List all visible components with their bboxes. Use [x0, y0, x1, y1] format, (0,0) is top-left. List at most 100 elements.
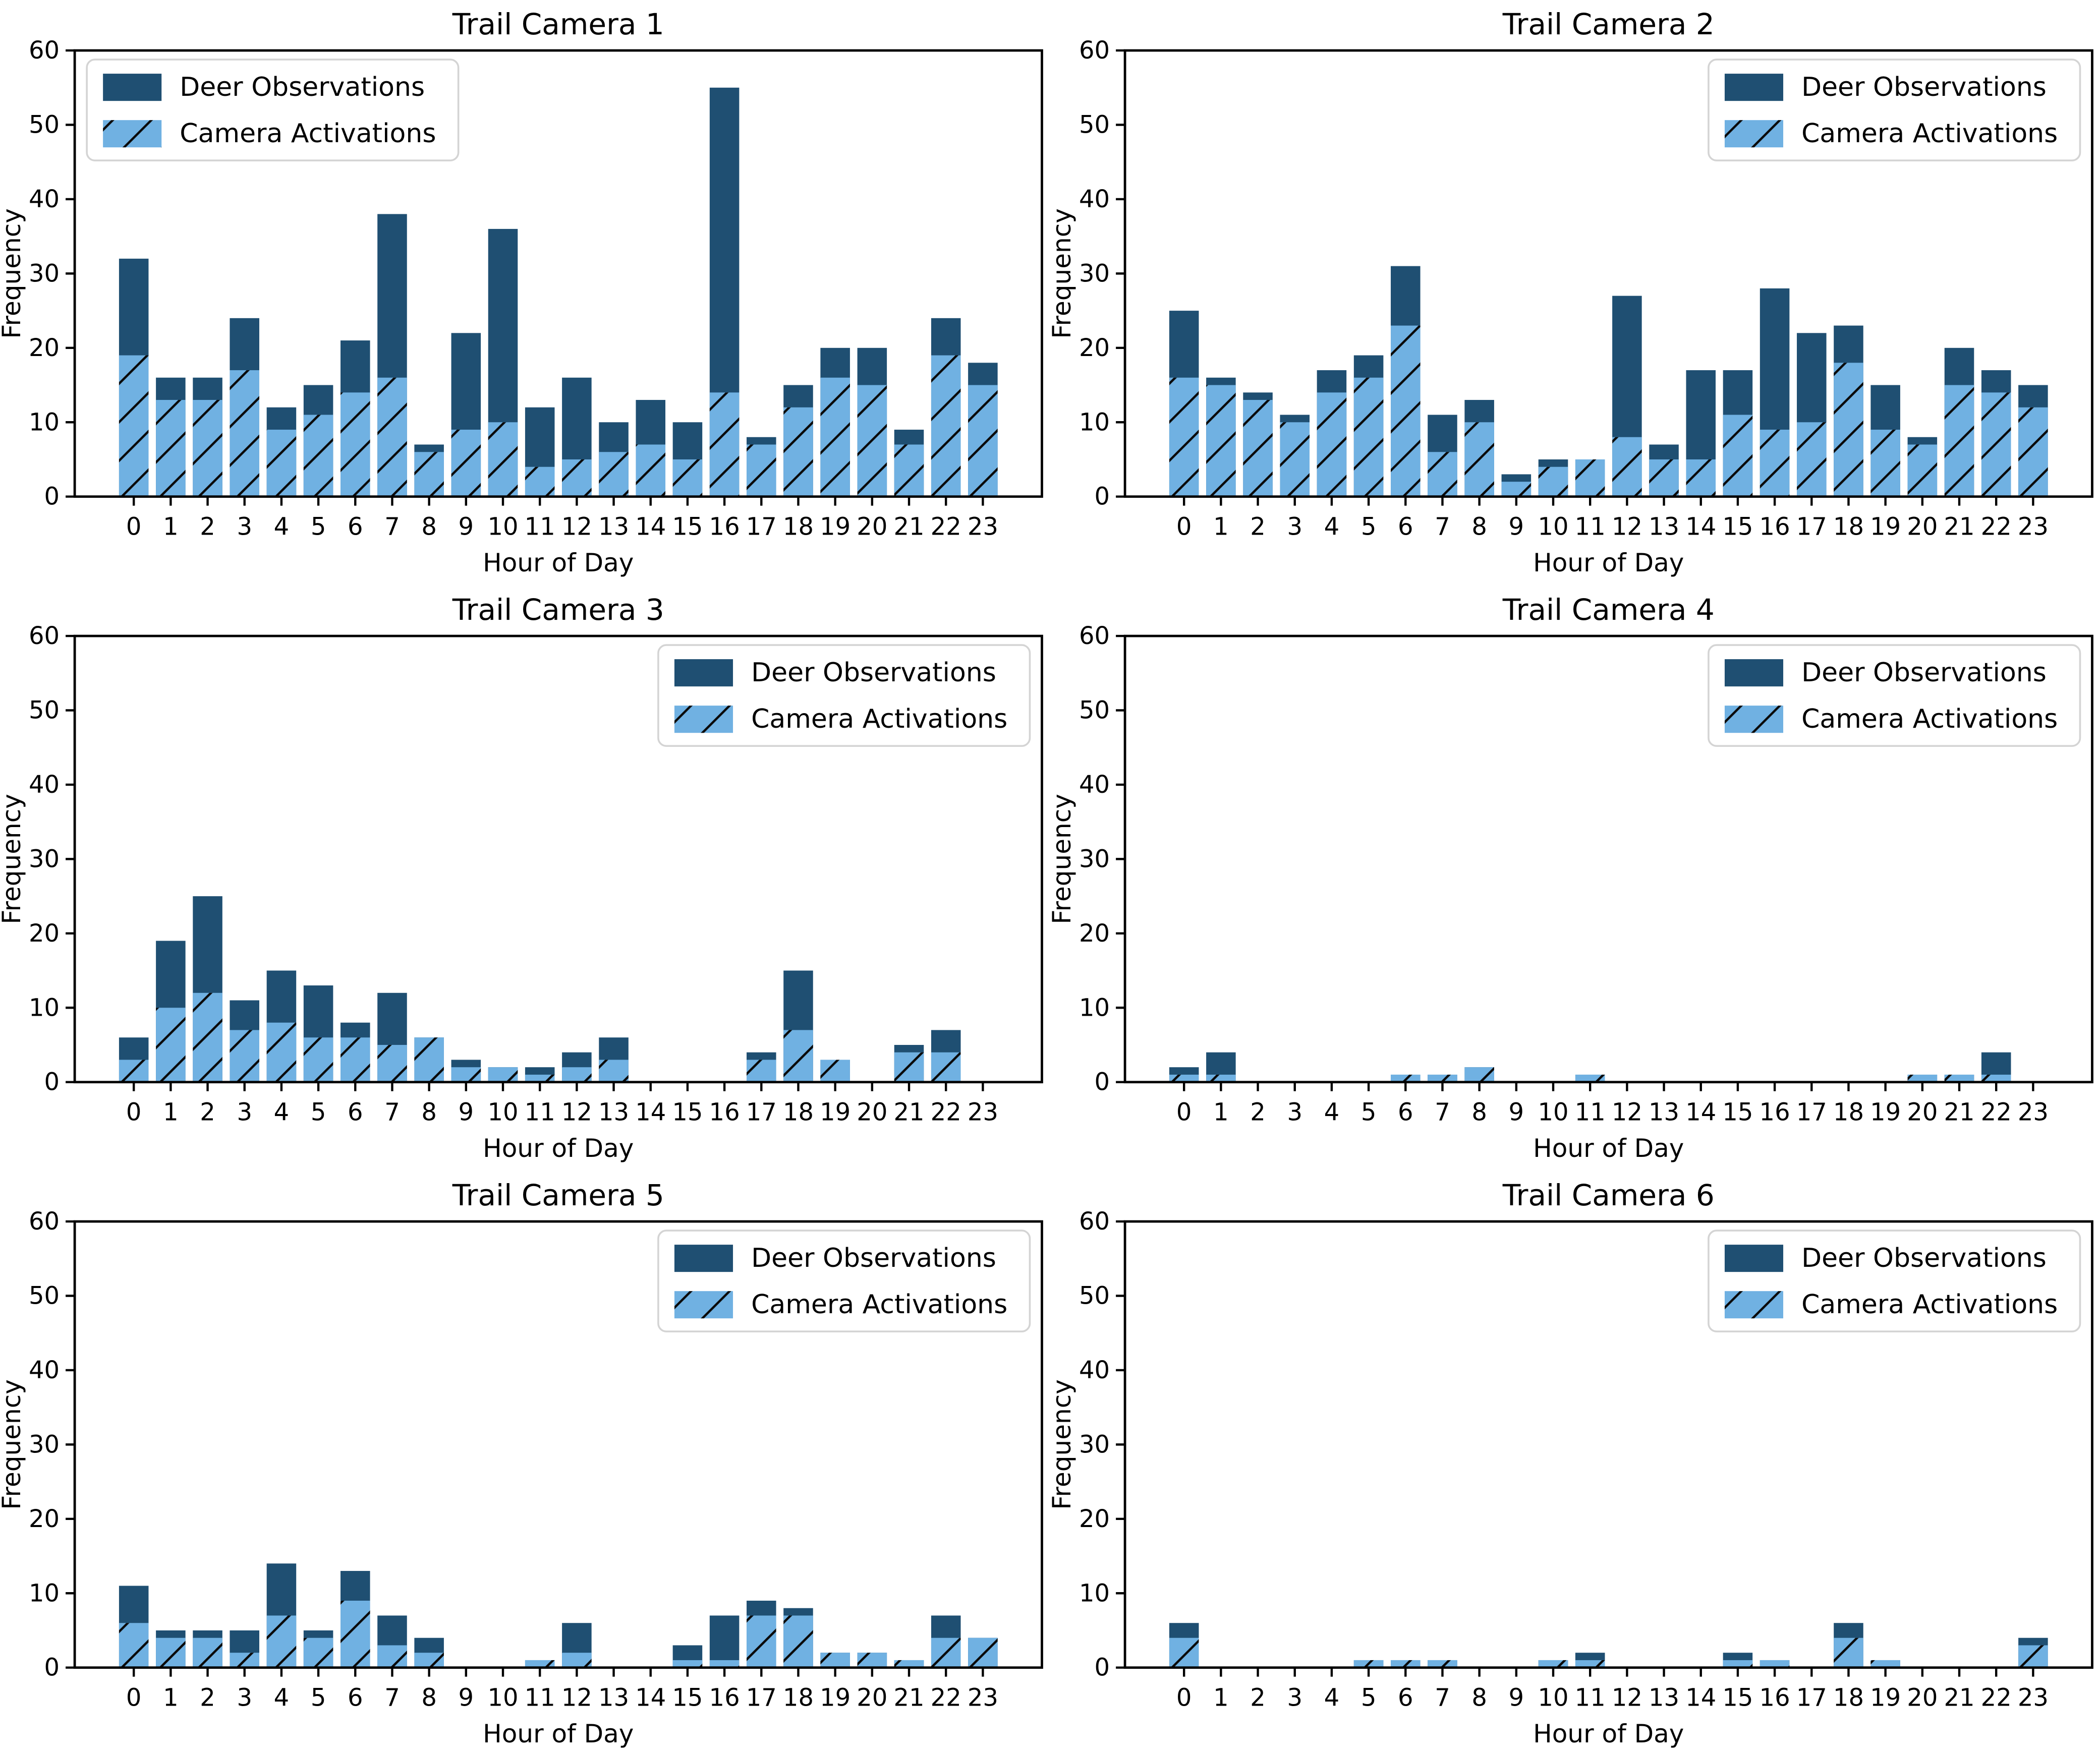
x-tick-label: 17: [746, 1683, 777, 1712]
x-tick-label: 11: [1574, 513, 1605, 541]
bar-camera-hatch-hour-8: [1464, 422, 1494, 496]
x-tick-label: 9: [459, 513, 474, 541]
bar-camera-hatch-hour-7: [377, 1045, 407, 1082]
x-tick-label: 2: [1250, 1098, 1266, 1127]
bar-camera-hatch-hour-6: [340, 392, 370, 496]
bar-camera-hatch-hour-13: [599, 452, 629, 496]
y-tick-label: 60: [1079, 622, 1109, 650]
y-tick-label: 40: [1079, 771, 1109, 799]
x-tick-label: 7: [1435, 1683, 1450, 1712]
bar-camera-hatch-hour-18: [1834, 1637, 1863, 1667]
y-tick-label: 10: [29, 993, 60, 1022]
bar-camera-hatch-hour-1: [156, 400, 186, 497]
legend-item-deer-label: Deer Observations: [1801, 658, 2047, 688]
x-tick-label: 14: [1685, 513, 1716, 541]
bar-camera-hatch-hour-23: [2018, 407, 2048, 497]
x-tick-label: 8: [1471, 1098, 1487, 1127]
bar-camera-hatch-hour-7: [1428, 452, 1457, 496]
y-tick-label: 30: [29, 259, 60, 287]
bar-camera-hatch-hour-18: [783, 1030, 813, 1082]
x-tick-label: 13: [1649, 1098, 1679, 1127]
x-axis-label: Hour of Day: [1533, 1719, 1684, 1748]
x-tick-label: 18: [1833, 513, 1863, 541]
y-tick-label: 10: [1079, 1579, 1109, 1607]
bar-camera-hatch-hour-2: [193, 1637, 222, 1667]
bar-camera-hatch-hour-7: [377, 1645, 407, 1667]
bar-camera-hatch-hour-19: [820, 378, 850, 497]
y-tick-label: 20: [1079, 919, 1109, 948]
bar-camera-hatch-hour-6: [1391, 326, 1421, 497]
bar-camera-hatch-hour-23: [968, 1637, 998, 1667]
x-tick-label: 7: [384, 1683, 400, 1712]
x-tick-label: 23: [968, 513, 998, 541]
x-tick-label: 10: [1538, 1683, 1568, 1712]
y-tick-label: 0: [44, 1068, 60, 1096]
y-tick-label: 60: [29, 1207, 60, 1236]
bar-camera-hatch-hour-5: [304, 1637, 333, 1667]
legend-hatch-overlay: [1724, 120, 1783, 147]
bar-camera-hatch-hour-6: [340, 1601, 370, 1668]
x-tick-label: 22: [1980, 1683, 2011, 1712]
x-axis-label: Hour of Day: [483, 1719, 634, 1748]
x-tick-label: 13: [1649, 1683, 1679, 1712]
legend-hatch-overlay: [1724, 706, 1783, 733]
bar-camera-hatch-hour-10: [1538, 467, 1568, 497]
x-tick-label: 17: [746, 513, 777, 541]
y-tick-label: 0: [1094, 1653, 1110, 1681]
x-tick-label: 10: [1538, 1098, 1568, 1127]
bar-camera-hatch-hour-20: [858, 385, 887, 497]
x-tick-label: 19: [820, 1683, 850, 1712]
chart-title: Trail Camera 2: [1502, 7, 1714, 41]
x-tick-label: 3: [237, 1098, 252, 1127]
legend-item-camera-label: Camera Activations: [751, 704, 1007, 734]
x-tick-label: 6: [1398, 1683, 1413, 1712]
y-tick-label: 40: [1079, 185, 1109, 213]
bar-camera-hatch-hour-20: [1907, 444, 1937, 496]
x-tick-label: 16: [709, 513, 740, 541]
x-tick-label: 23: [968, 1683, 998, 1712]
x-tick-label: 6: [348, 1098, 363, 1127]
y-axis-label: Frequency: [1050, 208, 1076, 338]
bar-camera-hatch-hour-8: [414, 1037, 444, 1082]
bar-camera-hatch-hour-13: [1649, 459, 1679, 497]
x-tick-label: 1: [1213, 1098, 1229, 1127]
x-tick-label: 15: [672, 1098, 703, 1127]
x-tick-label: 14: [635, 1683, 666, 1712]
x-tick-label: 0: [126, 513, 142, 541]
x-tick-label: 14: [635, 513, 666, 541]
x-tick-label: 21: [893, 1683, 924, 1712]
bar-camera-hatch-hour-19: [820, 1653, 850, 1667]
x-tick-label: 21: [893, 513, 924, 541]
x-tick-label: 11: [1574, 1683, 1605, 1712]
y-tick-label: 50: [29, 111, 60, 139]
y-tick-label: 50: [29, 1281, 60, 1310]
y-axis-label: Frequency: [0, 794, 26, 924]
legend-item-camera-label: Camera Activations: [751, 1290, 1007, 1320]
y-tick-label: 40: [29, 185, 60, 213]
x-axis-label: Hour of Day: [1533, 548, 1684, 577]
x-tick-label: 5: [1360, 1098, 1376, 1127]
bar-camera-hatch-hour-4: [267, 1615, 297, 1667]
x-tick-label: 15: [1722, 1098, 1753, 1127]
bar-camera-hatch-hour-5: [304, 1037, 333, 1082]
y-tick-label: 60: [1079, 36, 1109, 65]
x-tick-label: 8: [421, 513, 437, 541]
bars-group: [119, 896, 961, 1082]
x-tick-label: 9: [459, 1098, 474, 1127]
x-tick-label: 0: [126, 1683, 142, 1712]
bar-camera-hatch-hour-3: [1280, 422, 1310, 496]
legend-hatch-overlay: [103, 120, 161, 147]
x-tick-label: 10: [487, 1683, 518, 1712]
bar-camera-hatch-hour-12: [562, 1653, 592, 1667]
x-tick-label: 18: [783, 1683, 814, 1712]
bar-camera-hatch-hour-19: [820, 1060, 850, 1082]
x-tick-label: 21: [893, 1098, 924, 1127]
x-tick-label: 20: [857, 513, 887, 541]
bar-camera-hatch-hour-3: [230, 1653, 259, 1667]
x-tick-label: 0: [1176, 1683, 1191, 1712]
x-tick-label: 5: [311, 513, 326, 541]
x-tick-label: 20: [1907, 1683, 1938, 1712]
x-axis-label: Hour of Day: [1533, 1134, 1684, 1163]
